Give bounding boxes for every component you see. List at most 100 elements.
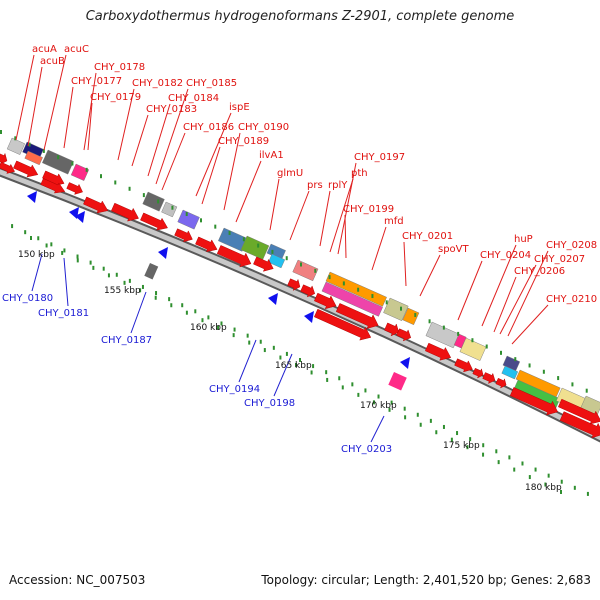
scale-tick — [214, 224, 217, 229]
scale-label: 180 kbp — [525, 483, 562, 493]
scale-tick — [242, 237, 245, 242]
gene-label-chy-0177: CHY_0177 — [71, 76, 122, 87]
scale-tick — [573, 485, 576, 490]
label-leader — [83, 72, 97, 151]
gene-arrow — [482, 372, 496, 384]
scale-tick — [201, 318, 204, 323]
gene-label-chy-0178: CHY_0178 — [94, 62, 145, 73]
gene-arrow — [335, 303, 379, 329]
scale-tick — [314, 268, 317, 273]
reverse-gene-arrow — [268, 293, 278, 305]
feature-band — [402, 307, 420, 326]
accession-label: Accession: NC_007503 — [9, 573, 146, 587]
gene-label-chy-0184: CHY_0184 — [168, 93, 219, 104]
label-leader — [147, 103, 171, 177]
scale-tick — [390, 400, 393, 405]
scale-tick — [342, 281, 345, 286]
scale-tick — [154, 295, 157, 300]
scale-tick — [482, 452, 485, 457]
scale-tick — [194, 309, 197, 314]
scale-tick — [128, 186, 131, 191]
reverse-gene-arrow — [75, 211, 85, 223]
scale-tick — [310, 370, 313, 375]
scale-tick — [557, 376, 560, 381]
scale-tick — [300, 262, 302, 267]
label-leader — [337, 162, 357, 255]
scale-tick — [285, 351, 288, 356]
scale-tick — [200, 218, 202, 223]
scale-tick — [185, 212, 188, 217]
scale-tick — [544, 482, 547, 487]
scale-tick — [341, 385, 344, 390]
scale-label: 160 kbp — [190, 323, 227, 333]
scale-tick — [435, 430, 438, 435]
gene-arrows — [0, 152, 600, 439]
scale-tick — [100, 174, 102, 179]
label-leader — [269, 178, 280, 231]
gene-label-ilva1: ilvA1 — [259, 150, 284, 161]
label-leader — [481, 244, 517, 327]
scale-tick — [295, 363, 297, 367]
label-leader — [161, 132, 186, 191]
map-title: Carboxydothermus hydrogenoformans Z-2901… — [85, 9, 515, 24]
scale-tick — [0, 130, 2, 134]
scale-tick — [469, 437, 472, 442]
gene-label-glmu: glmU — [277, 168, 303, 179]
scale-tick — [547, 473, 550, 478]
scale-tick — [141, 284, 144, 289]
gene-label-chy-0180: CHY_0180 — [2, 293, 53, 304]
label-leader — [130, 291, 147, 334]
gene-arrow — [558, 398, 600, 425]
label-leader — [403, 241, 407, 287]
label-leader — [507, 250, 549, 337]
scale-tick — [123, 280, 126, 285]
feature-band — [177, 209, 200, 230]
gene-arrow — [0, 152, 8, 165]
feature-band — [161, 201, 178, 218]
gene-label-chy-0182: CHY_0182 — [132, 78, 183, 89]
scale-tick — [414, 312, 417, 317]
feature-band — [6, 137, 26, 155]
scale-tick — [457, 331, 460, 336]
gene-label-chy-0181: CHY_0181 — [38, 308, 89, 319]
scale-tick — [404, 415, 407, 420]
label-leaders — [15, 54, 549, 443]
gene-arrow — [174, 228, 193, 243]
feature-bands — [6, 137, 600, 419]
scale-tick — [24, 230, 27, 235]
scale-tick — [61, 250, 64, 255]
gene-label-pth: pth — [351, 168, 368, 179]
scale-tick — [171, 205, 174, 210]
label-leader — [15, 54, 35, 141]
scale-tick — [92, 265, 95, 270]
gene-label-chy-0208: CHY_0208 — [546, 240, 597, 251]
scale-tick — [128, 278, 131, 283]
gene-arrow — [0, 161, 15, 174]
gene-label-chy-0183: CHY_0183 — [146, 104, 197, 115]
label-leader — [117, 88, 135, 161]
scale-tick — [328, 275, 331, 280]
scale-tick — [312, 364, 315, 369]
feature-band — [501, 365, 519, 380]
scale-tick — [497, 460, 500, 465]
label-leader — [31, 253, 43, 292]
gene-label-chy-0203: CHY_0203 — [341, 444, 392, 455]
scale-tick — [57, 155, 60, 160]
scale-tick — [89, 260, 92, 265]
gene-label-chy-0197: CHY_0197 — [354, 152, 405, 163]
label-leader — [344, 214, 347, 259]
gene-label-hup: huP — [514, 234, 533, 245]
gene-arrow — [425, 342, 452, 361]
scale-tick — [42, 148, 45, 153]
gene-arrow — [384, 322, 400, 337]
scale-tick — [385, 300, 388, 305]
scale-tick — [155, 291, 158, 296]
scale-tick — [456, 431, 459, 436]
backbone — [0, 167, 600, 443]
feature-band — [388, 372, 407, 391]
scale-tick — [139, 288, 142, 293]
scale-label: 165 kbp — [275, 361, 312, 371]
gene-arrow — [66, 182, 83, 195]
backbone-shadow — [0, 167, 600, 443]
